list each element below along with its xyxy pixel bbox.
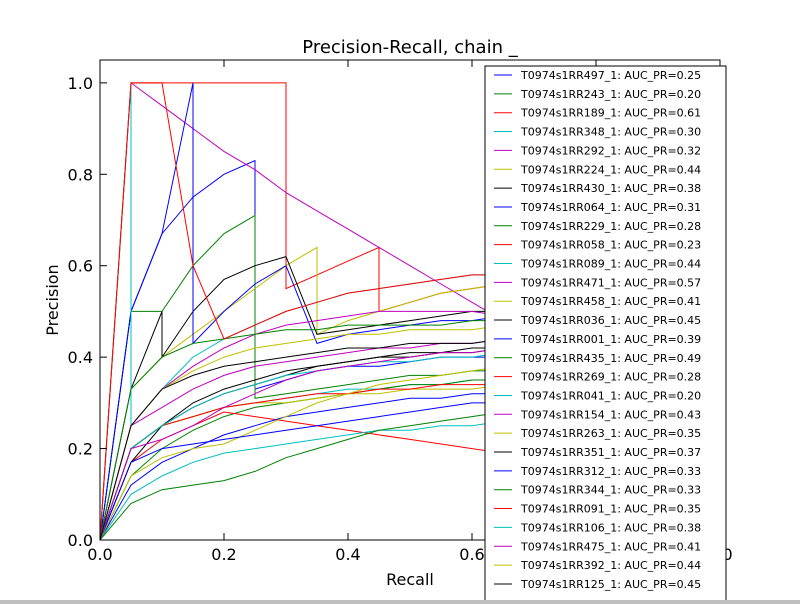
y-tick-label: 1.0 [68,74,93,93]
legend-label-1: T0974s1RR243_1: AUC_PR=0.20 [520,88,701,101]
legend-label-26: T0974s1RR392_1: AUC_PR=0.44 [520,559,701,572]
legend: T0974s1RR497_1: AUC_PR=0.25 T0974s1RR243_… [484,65,727,604]
legend-label-11: T0974s1RR471_1: AUC_PR=0.57 [520,276,701,289]
legend-label-16: T0974s1RR269_1: AUC_PR=0.28 [520,371,701,384]
y-tick-label: 0.8 [68,165,93,184]
legend-label-9: T0974s1RR058_1: AUC_PR=0.23 [520,239,701,252]
y-axis-ticks: 0.0 0.2 0.4 0.6 0.8 1.0 [68,74,720,550]
x-axis-label: Recall [386,570,434,589]
legend-label-13: T0974s1RR036_1: AUC_PR=0.45 [520,314,701,327]
legend-label-25: T0974s1RR475_1: AUC_PR=0.41 [520,540,701,553]
legend-label-19: T0974s1RR263_1: AUC_PR=0.35 [520,427,701,440]
legend-label-23: T0974s1RR091_1: AUC_PR=0.35 [520,503,701,516]
legend-label-3: T0974s1RR348_1: AUC_PR=0.30 [520,126,701,139]
legend-label-17: T0974s1RR041_1: AUC_PR=0.20 [520,389,701,402]
legend-label-22: T0974s1RR344_1: AUC_PR=0.33 [520,484,701,497]
x-tick-label: 0.0 [87,545,112,564]
legend-label-15: T0974s1RR435_1: AUC_PR=0.49 [520,352,701,365]
y-tick-label: 0.2 [68,440,93,459]
legend-label-20: T0974s1RR351_1: AUC_PR=0.37 [520,446,701,459]
legend-box [484,65,727,604]
legend-label-7: T0974s1RR064_1: AUC_PR=0.31 [520,201,701,214]
y-tick-label: 0.4 [68,348,93,367]
chart-title: Precision-Recall, chain _ [302,37,518,58]
legend-label-21: T0974s1RR312_1: AUC_PR=0.33 [520,465,701,478]
legend-label-8: T0974s1RR229_1: AUC_PR=0.28 [520,220,701,233]
legend-label-24: T0974s1RR106_1: AUC_PR=0.38 [520,521,701,534]
y-tick-label: 0.6 [68,257,93,276]
legend-label-0: T0974s1RR497_1: AUC_PR=0.25 [520,69,701,82]
legend-label-10: T0974s1RR089_1: AUC_PR=0.44 [520,258,701,271]
legend-label-14: T0974s1RR001_1: AUC_PR=0.39 [520,333,701,346]
legend-label-2: T0974s1RR189_1: AUC_PR=0.61 [520,107,701,120]
legend-label-27: T0974s1RR125_1: AUC_PR=0.45 [520,578,701,591]
legend-label-5: T0974s1RR224_1: AUC_PR=0.44 [520,163,701,176]
y-axis-label: Precision [43,264,62,335]
x-tick-label: 0.2 [211,545,236,564]
legend-label-12: T0974s1RR458_1: AUC_PR=0.41 [520,295,701,308]
legend-label-18: T0974s1RR154_1: AUC_PR=0.43 [520,408,701,421]
legend-label-6: T0974s1RR430_1: AUC_PR=0.38 [520,182,701,195]
x-tick-label: 0.4 [335,545,360,564]
x-tick-label: 0.6 [459,545,484,564]
legend-label-4: T0974s1RR292_1: AUC_PR=0.32 [520,144,701,157]
y-tick-label: 0.0 [68,531,93,550]
